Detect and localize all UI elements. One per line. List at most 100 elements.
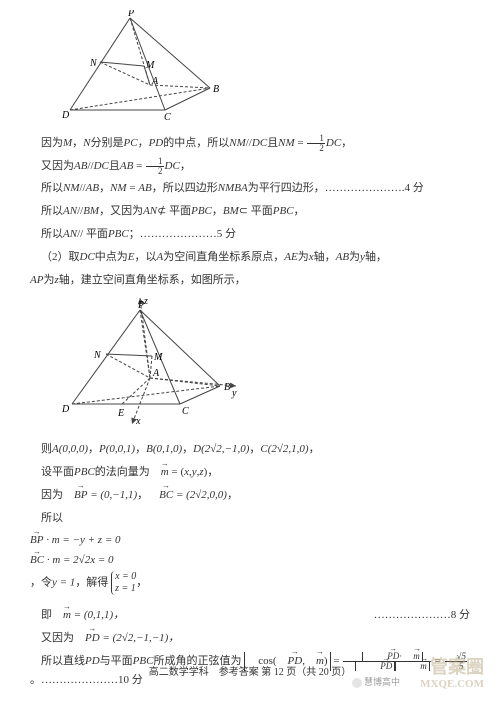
var-AE: AE: [284, 251, 297, 263]
svg-text:D: D: [61, 110, 70, 120]
var-NMBA: NMBA: [218, 182, 248, 194]
text: 为平行四边形，………………….4 分: [248, 182, 424, 194]
text: ；…………………5 分: [129, 228, 236, 240]
var-PBC3: PBC: [108, 228, 129, 240]
para-3: 所以NM//AB，NM = AB，所以四边形NMBA为平行四边形，……………………: [30, 179, 470, 199]
var-NM2: NM: [278, 137, 295, 149]
val-BP: = (0,−1,1): [90, 489, 137, 501]
text: 即: [41, 609, 52, 621]
text: 因为: [41, 137, 63, 149]
val-PD: = (2√2,−1,−1)，: [100, 632, 180, 644]
text: 所以: [41, 228, 63, 240]
wm1: 管案圈: [420, 658, 484, 678]
svg-text:P: P: [127, 10, 134, 19]
svg-text:A: A: [152, 368, 160, 379]
var-PBC: PBC: [191, 205, 212, 217]
text: 平面: [166, 205, 191, 217]
text: 平面: [83, 228, 108, 240]
para-4: 所以AN//BM，又因为AN⊄ 平面PBC，BM⊂ 平面PBC，: [30, 202, 470, 222]
para-6: （2）取DC中点为E，以A为空间直角坐标系原点，AE为x轴，AB为y轴，: [30, 248, 470, 268]
wechat-icon: [352, 678, 362, 688]
text: 则: [41, 443, 52, 455]
text: 为: [349, 251, 360, 263]
var-AB4: AB: [138, 182, 151, 194]
system-2: x = 0 z = 1: [111, 571, 136, 595]
geometry-diagram-2: zyxPDCBANME: [60, 296, 470, 434]
text: 且: [109, 160, 120, 172]
eq-y1: y = 1: [52, 577, 75, 589]
text: 轴，建立空间直角坐标系，如图所示，: [59, 274, 246, 286]
text: 为: [43, 274, 54, 286]
para-9: 设平面PBC的法向量为m = (x,y,z)，: [30, 463, 470, 483]
var-PBC4: PBC: [74, 466, 95, 478]
geometry-diagram-1: PDCBANM: [60, 10, 470, 128]
var-AB3: AB: [86, 182, 99, 194]
coord-C: C(2√2,1,0): [260, 443, 308, 455]
text: 的法向量为: [95, 466, 150, 478]
val-BC: = (2√2,0,0): [176, 489, 227, 501]
svg-text:E: E: [117, 408, 124, 419]
text: ，: [212, 205, 223, 217]
text: ，又因为: [99, 205, 143, 217]
vec-m2: m: [52, 606, 71, 626]
text: 所以: [41, 512, 63, 524]
var-AN: AN: [63, 205, 77, 217]
val-m: = (0,1,1)，: [71, 609, 124, 621]
var-N: N: [83, 137, 90, 149]
var-NM: NM: [229, 137, 246, 149]
var-AB2: AB: [120, 160, 133, 172]
var-DC2: DC: [326, 137, 341, 149]
svg-text:B: B: [224, 382, 230, 393]
var-DC3: DC: [94, 160, 109, 172]
text: ，解得: [75, 577, 108, 589]
vec-BP: BP: [63, 486, 87, 506]
var-E: E: [128, 251, 135, 263]
var-AB: AB: [74, 160, 87, 172]
credit-text: 慧博高中: [352, 674, 400, 690]
svg-text:P: P: [137, 300, 144, 311]
var-z2: z: [199, 466, 203, 478]
var-y2: y: [192, 466, 197, 478]
svg-text:y: y: [231, 388, 237, 399]
var-x2: x: [184, 466, 189, 478]
para-7: AP为z轴，建立空间直角坐标系，如图所示，: [30, 271, 470, 291]
text: 所以: [41, 205, 63, 217]
text: ，: [138, 137, 149, 149]
text: 且: [267, 137, 278, 149]
text: （2）取: [41, 251, 80, 263]
vec-PD: PD: [74, 629, 100, 649]
coord-P: P(0,0,1): [99, 443, 135, 455]
text: ，: [99, 182, 110, 194]
para-1: 因为M，N分别是PC，PD的中点，所以NM//DC且NM = 12DC，: [30, 134, 470, 154]
para-8: 则A(0,0,0)，P(0,0,1)，B(0,1,0)，D(2√2,−1,0)，…: [30, 440, 470, 460]
svg-text:N: N: [93, 350, 102, 361]
text: 轴，: [365, 251, 387, 263]
text: 平面: [248, 205, 273, 217]
svg-text:C: C: [164, 112, 171, 120]
text: 轴，: [314, 251, 336, 263]
svg-text:B: B: [213, 84, 219, 95]
var-AN3: AN: [63, 228, 77, 240]
para-2: 又因为AB//DC且AB = 12DC，: [30, 157, 470, 177]
frac-half: 12: [307, 134, 325, 153]
text: ，所以四边形: [152, 182, 218, 194]
var-BM: BM: [83, 205, 99, 217]
svg-text:x: x: [135, 416, 141, 426]
vec-BC: BC: [148, 486, 173, 506]
svg-text:A: A: [151, 76, 159, 87]
watermark: 管案圈 MXQE.COM: [420, 658, 484, 690]
text: ，令: [30, 577, 52, 589]
var-DC: DC: [252, 137, 267, 149]
svg-text:N: N: [89, 58, 98, 69]
var-DC4: DC: [165, 160, 180, 172]
score-8: …………………8 分: [363, 606, 470, 626]
text: 中点为: [95, 251, 128, 263]
var-AP: AP: [30, 274, 43, 286]
frac-half2: 12: [146, 157, 164, 176]
coord-B: B(0,1,0): [146, 443, 182, 455]
para-11: 所以: [30, 509, 470, 529]
coord-D: D(2√2,−1,0): [193, 443, 249, 455]
text: 又因为: [41, 160, 74, 172]
var-NM3: NM: [63, 182, 80, 194]
text: ，: [72, 137, 83, 149]
